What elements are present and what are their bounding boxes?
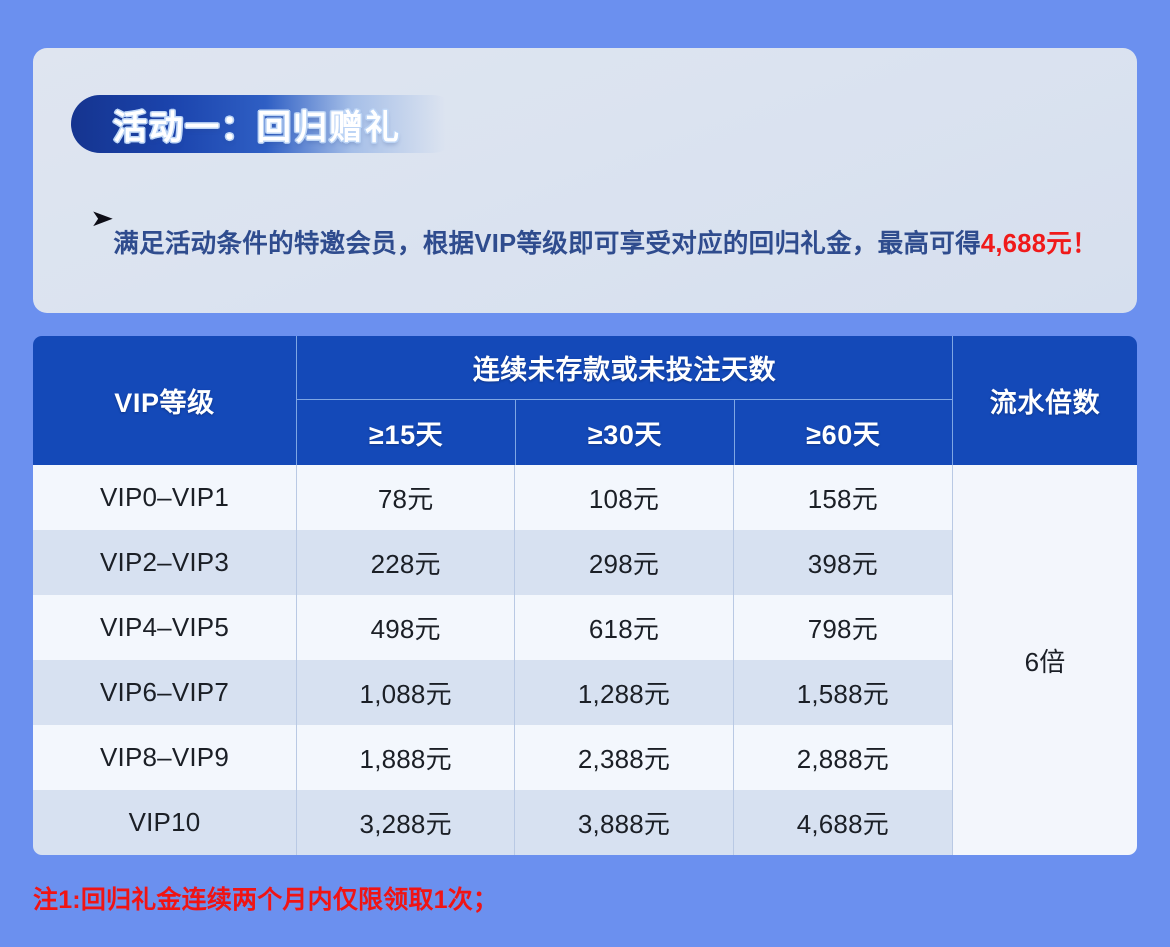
cell-days-60: 158元 — [733, 465, 952, 530]
description-highlight: 4,688元 — [980, 229, 1073, 258]
cell-days-30: 3,888元 — [515, 790, 734, 855]
cell-days-15: 228元 — [297, 530, 516, 595]
table-row: VIP4–VIP5 498元 618元 798元 — [33, 595, 1137, 660]
table-row: VIP0–VIP1 78元 108元 158元 6倍 — [33, 465, 1137, 855]
table-row: VIP2–VIP3 228元 298元 398元 — [33, 530, 1137, 595]
cell-vip-level: VIP0–VIP1 — [33, 465, 297, 530]
table-row: VIP10 3,288元 3,888元 4,688元 — [33, 790, 1137, 855]
arrow-bullet-icon: ➤ — [90, 205, 115, 231]
cell-days-15: 498元 — [297, 595, 516, 660]
cell-days-15: 1,888元 — [297, 725, 516, 790]
header-vip-level: VIP等级 — [33, 336, 297, 465]
cell-days-30: 1,288元 — [515, 660, 734, 725]
cell-wager-multiplier: 6倍 — [952, 465, 1137, 855]
header-days-30: ≥30天 — [515, 400, 734, 465]
cell-vip-level: VIP6–VIP7 — [33, 660, 297, 725]
cell-days-60: 798元 — [733, 595, 952, 660]
activity-title-text: 活动一：回归赠礼 — [113, 108, 401, 147]
cell-days-15: 78元 — [297, 465, 516, 530]
table-body: VIP0–VIP1 78元 108元 158元 6倍 VIP2–VIP3 228… — [33, 465, 1137, 855]
activity-description: ➤ 满足活动条件的特邀会员，根据VIP等级即可享受对应的回归礼金，最高可得4,6… — [90, 198, 1120, 289]
cell-vip-level: VIP4–VIP5 — [33, 595, 297, 660]
header-days-60: ≥60天 — [733, 400, 952, 465]
description-prefix: 满足活动条件的特邀会员，根据VIP等级即可享受对应的回归礼金，最高可得 — [113, 229, 981, 258]
table-header: VIP等级 连续未存款或未投注天数 流水倍数 ≥15天 ≥30天 ≥60天 — [33, 336, 1137, 465]
cell-days-15: 1,088元 — [297, 660, 516, 725]
cell-days-60: 2,888元 — [733, 725, 952, 790]
cell-days-15: 3,288元 — [297, 790, 516, 855]
description-suffix: ！ — [1072, 229, 1098, 258]
activity-description-text: 满足活动条件的特邀会员，根据VIP等级即可享受对应的回归礼金，最高可得4,688… — [113, 224, 1120, 264]
cell-days-30: 108元 — [515, 465, 734, 530]
cell-days-60: 1,588元 — [733, 660, 952, 725]
cell-days-60: 398元 — [733, 530, 952, 595]
header-inactive-days-group: 连续未存款或未投注天数 — [297, 336, 952, 400]
table-header-row-1: VIP等级 连续未存款或未投注天数 流水倍数 — [33, 336, 1137, 465]
footnote-text: 注1:回归礼金连续两个月内仅限领取1次； — [33, 886, 499, 914]
cell-vip-level: VIP8–VIP9 — [33, 725, 297, 790]
table-header-row-2: ≥15天 ≥30天 ≥60天 — [33, 400, 1137, 465]
cell-vip-level: VIP10 — [33, 790, 297, 855]
table-row: VIP8–VIP9 1,888元 2,388元 2,888元 — [33, 725, 1137, 790]
cell-days-30: 2,388元 — [515, 725, 734, 790]
promo-card: 活动一：回归赠礼 ➤ 满足活动条件的特邀会员，根据VIP等级即可享受对应的回归礼… — [33, 48, 1137, 313]
activity-title-banner: 活动一：回归赠礼 — [71, 95, 461, 153]
header-days-15: ≥15天 — [297, 400, 516, 465]
cell-days-30: 618元 — [515, 595, 734, 660]
cell-days-60: 4,688元 — [733, 790, 952, 855]
table-row: VIP6–VIP7 1,088元 1,288元 1,588元 — [33, 660, 1137, 725]
cell-days-30: 298元 — [515, 530, 734, 595]
header-wager-multiplier: 流水倍数 — [952, 336, 1137, 465]
cell-vip-level: VIP2–VIP3 — [33, 530, 297, 595]
vip-reward-table: VIP等级 连续未存款或未投注天数 流水倍数 ≥15天 ≥30天 ≥60天 VI… — [33, 336, 1137, 855]
